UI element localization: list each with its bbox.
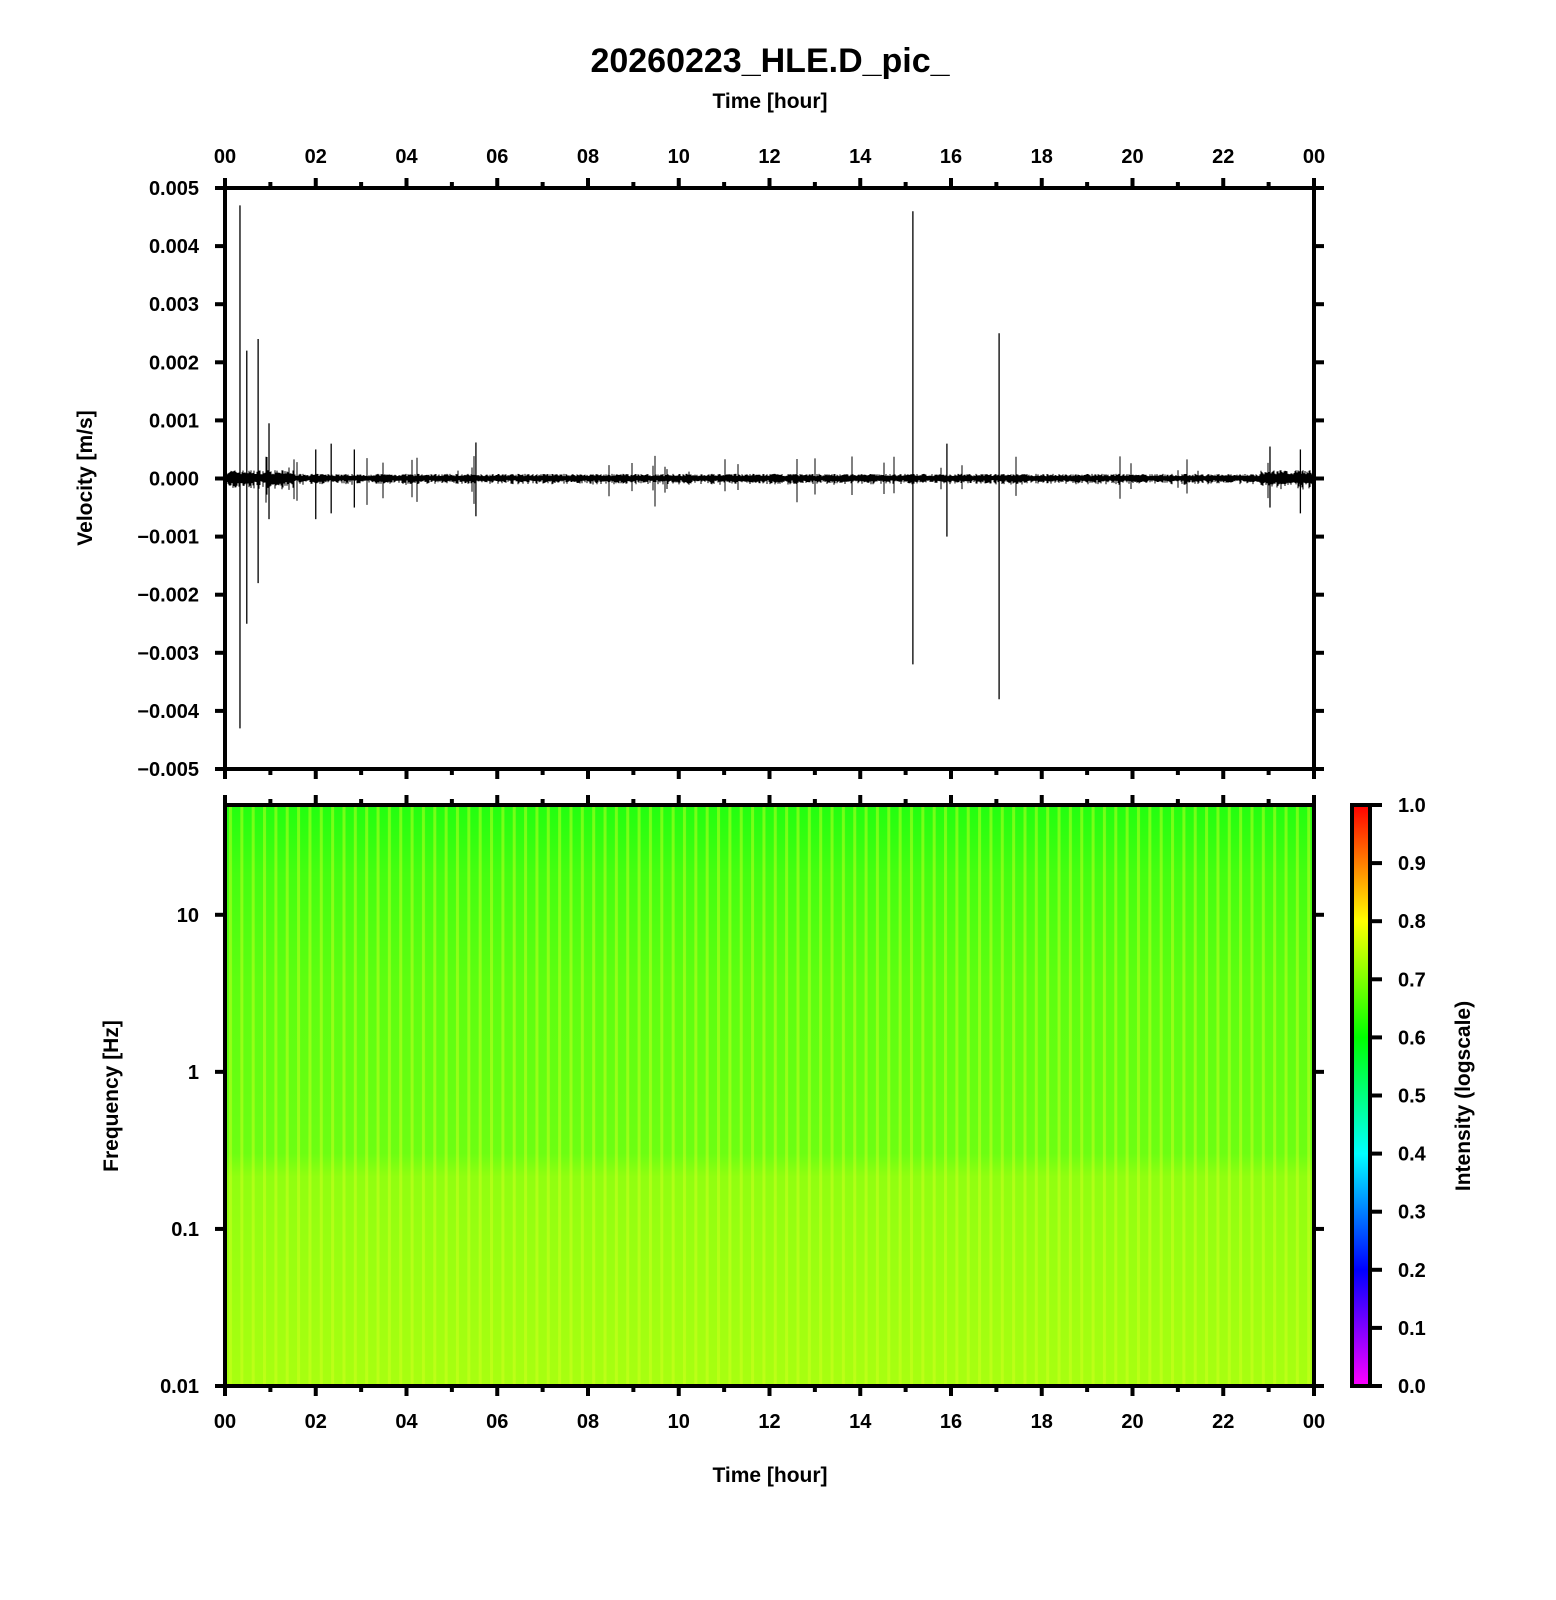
frequency-y-tick-label: 10 bbox=[177, 905, 199, 927]
velocity-y-tick-label: 0.003 bbox=[149, 294, 199, 316]
colorbar-tick-label: 0.8 bbox=[1398, 911, 1426, 933]
velocity-y-tick-label: −0.005 bbox=[137, 759, 199, 781]
frequency-y-tick-label: 0.01 bbox=[160, 1376, 199, 1398]
velocity-waveform bbox=[225, 205, 1314, 729]
velocity-y-tick-label: −0.001 bbox=[137, 527, 199, 549]
bottom-x-tick-label: 00 bbox=[214, 1411, 236, 1433]
velocity-y-tick-label: 0.004 bbox=[149, 236, 200, 258]
colorbar-tick-label: 0.7 bbox=[1398, 969, 1426, 991]
colorbar-tick-label: 0.9 bbox=[1398, 853, 1426, 875]
colorbar bbox=[1350, 803, 1372, 1388]
bottom-x-tick-label: 02 bbox=[305, 1411, 327, 1433]
colorbar-tick-label: 1.0 bbox=[1398, 795, 1426, 817]
frequency-y-tick-label: 0.1 bbox=[171, 1219, 199, 1241]
bottom-x-axis-label: Time [hour] bbox=[712, 1464, 827, 1487]
spectrogram-stripes bbox=[225, 805, 1314, 1386]
frequency-y-axis-label: Frequency [Hz] bbox=[100, 1020, 123, 1172]
velocity-y-tick-label: 0.005 bbox=[149, 178, 199, 200]
bottom-x-tick-label: 04 bbox=[395, 1411, 418, 1433]
colorbar-tick-label: 0.5 bbox=[1398, 1086, 1426, 1108]
velocity-y-tick-label: −0.003 bbox=[137, 643, 199, 665]
frequency-y-tick-label: 1 bbox=[188, 1062, 199, 1084]
colorbar-tick-label: 0.2 bbox=[1398, 1260, 1426, 1282]
colorbar-label: Intensity (logscale) bbox=[1452, 1001, 1475, 1191]
velocity-y-tick-label: 0.002 bbox=[149, 352, 199, 374]
top-x-tick-label: 08 bbox=[577, 146, 599, 168]
top-x-tick-label: 20 bbox=[1121, 146, 1143, 168]
velocity-y-axis-label: Velocity [m/s] bbox=[74, 410, 97, 545]
top-x-tick-label: 22 bbox=[1212, 146, 1234, 168]
bottom-x-tick-label: 22 bbox=[1212, 1411, 1234, 1433]
top-x-tick-label: 00 bbox=[214, 146, 236, 168]
bottom-x-tick-label: 00 bbox=[1303, 1411, 1325, 1433]
top-x-tick-label: 06 bbox=[486, 146, 508, 168]
top-x-tick-label: 00 bbox=[1303, 146, 1325, 168]
bottom-x-tick-label: 14 bbox=[849, 1411, 872, 1433]
waveform-noise bbox=[226, 455, 1313, 507]
bottom-x-tick-label: 16 bbox=[940, 1411, 962, 1433]
velocity-y-tick-label: −0.004 bbox=[137, 701, 200, 723]
colorbar-tick-label: 0.6 bbox=[1398, 1027, 1426, 1049]
colorbar-tick-label: 0.0 bbox=[1398, 1376, 1426, 1398]
velocity-y-tick-label: −0.002 bbox=[137, 585, 199, 607]
bottom-x-tick-label: 06 bbox=[486, 1411, 508, 1433]
top-x-tick-label: 04 bbox=[395, 146, 418, 168]
colorbar-tick-label: 0.4 bbox=[1398, 1144, 1427, 1166]
bottom-x-tick-label: 18 bbox=[1031, 1411, 1053, 1433]
bottom-x-tick-label: 08 bbox=[577, 1411, 599, 1433]
top-x-axis-label: Time [hour] bbox=[712, 90, 827, 113]
bottom-x-tick-label: 12 bbox=[758, 1411, 780, 1433]
colorbar-tick-label: 0.3 bbox=[1398, 1202, 1426, 1224]
bottom-x-tick-label: 20 bbox=[1121, 1411, 1143, 1433]
bottom-x-tick-label: 10 bbox=[668, 1411, 690, 1433]
top-x-tick-label: 16 bbox=[940, 146, 962, 168]
top-x-tick-label: 14 bbox=[849, 146, 872, 168]
top-x-tick-label: 12 bbox=[758, 146, 780, 168]
colorbar-tick-label: 0.1 bbox=[1398, 1318, 1426, 1340]
chart-title: 20260223_HLE.D_pic_ bbox=[590, 42, 950, 80]
velocity-y-tick-label: 0.001 bbox=[149, 410, 199, 432]
top-x-tick-label: 02 bbox=[305, 146, 327, 168]
top-x-tick-label: 18 bbox=[1031, 146, 1053, 168]
top-x-tick-label: 10 bbox=[668, 146, 690, 168]
velocity-y-tick-label: 0.000 bbox=[149, 469, 199, 491]
